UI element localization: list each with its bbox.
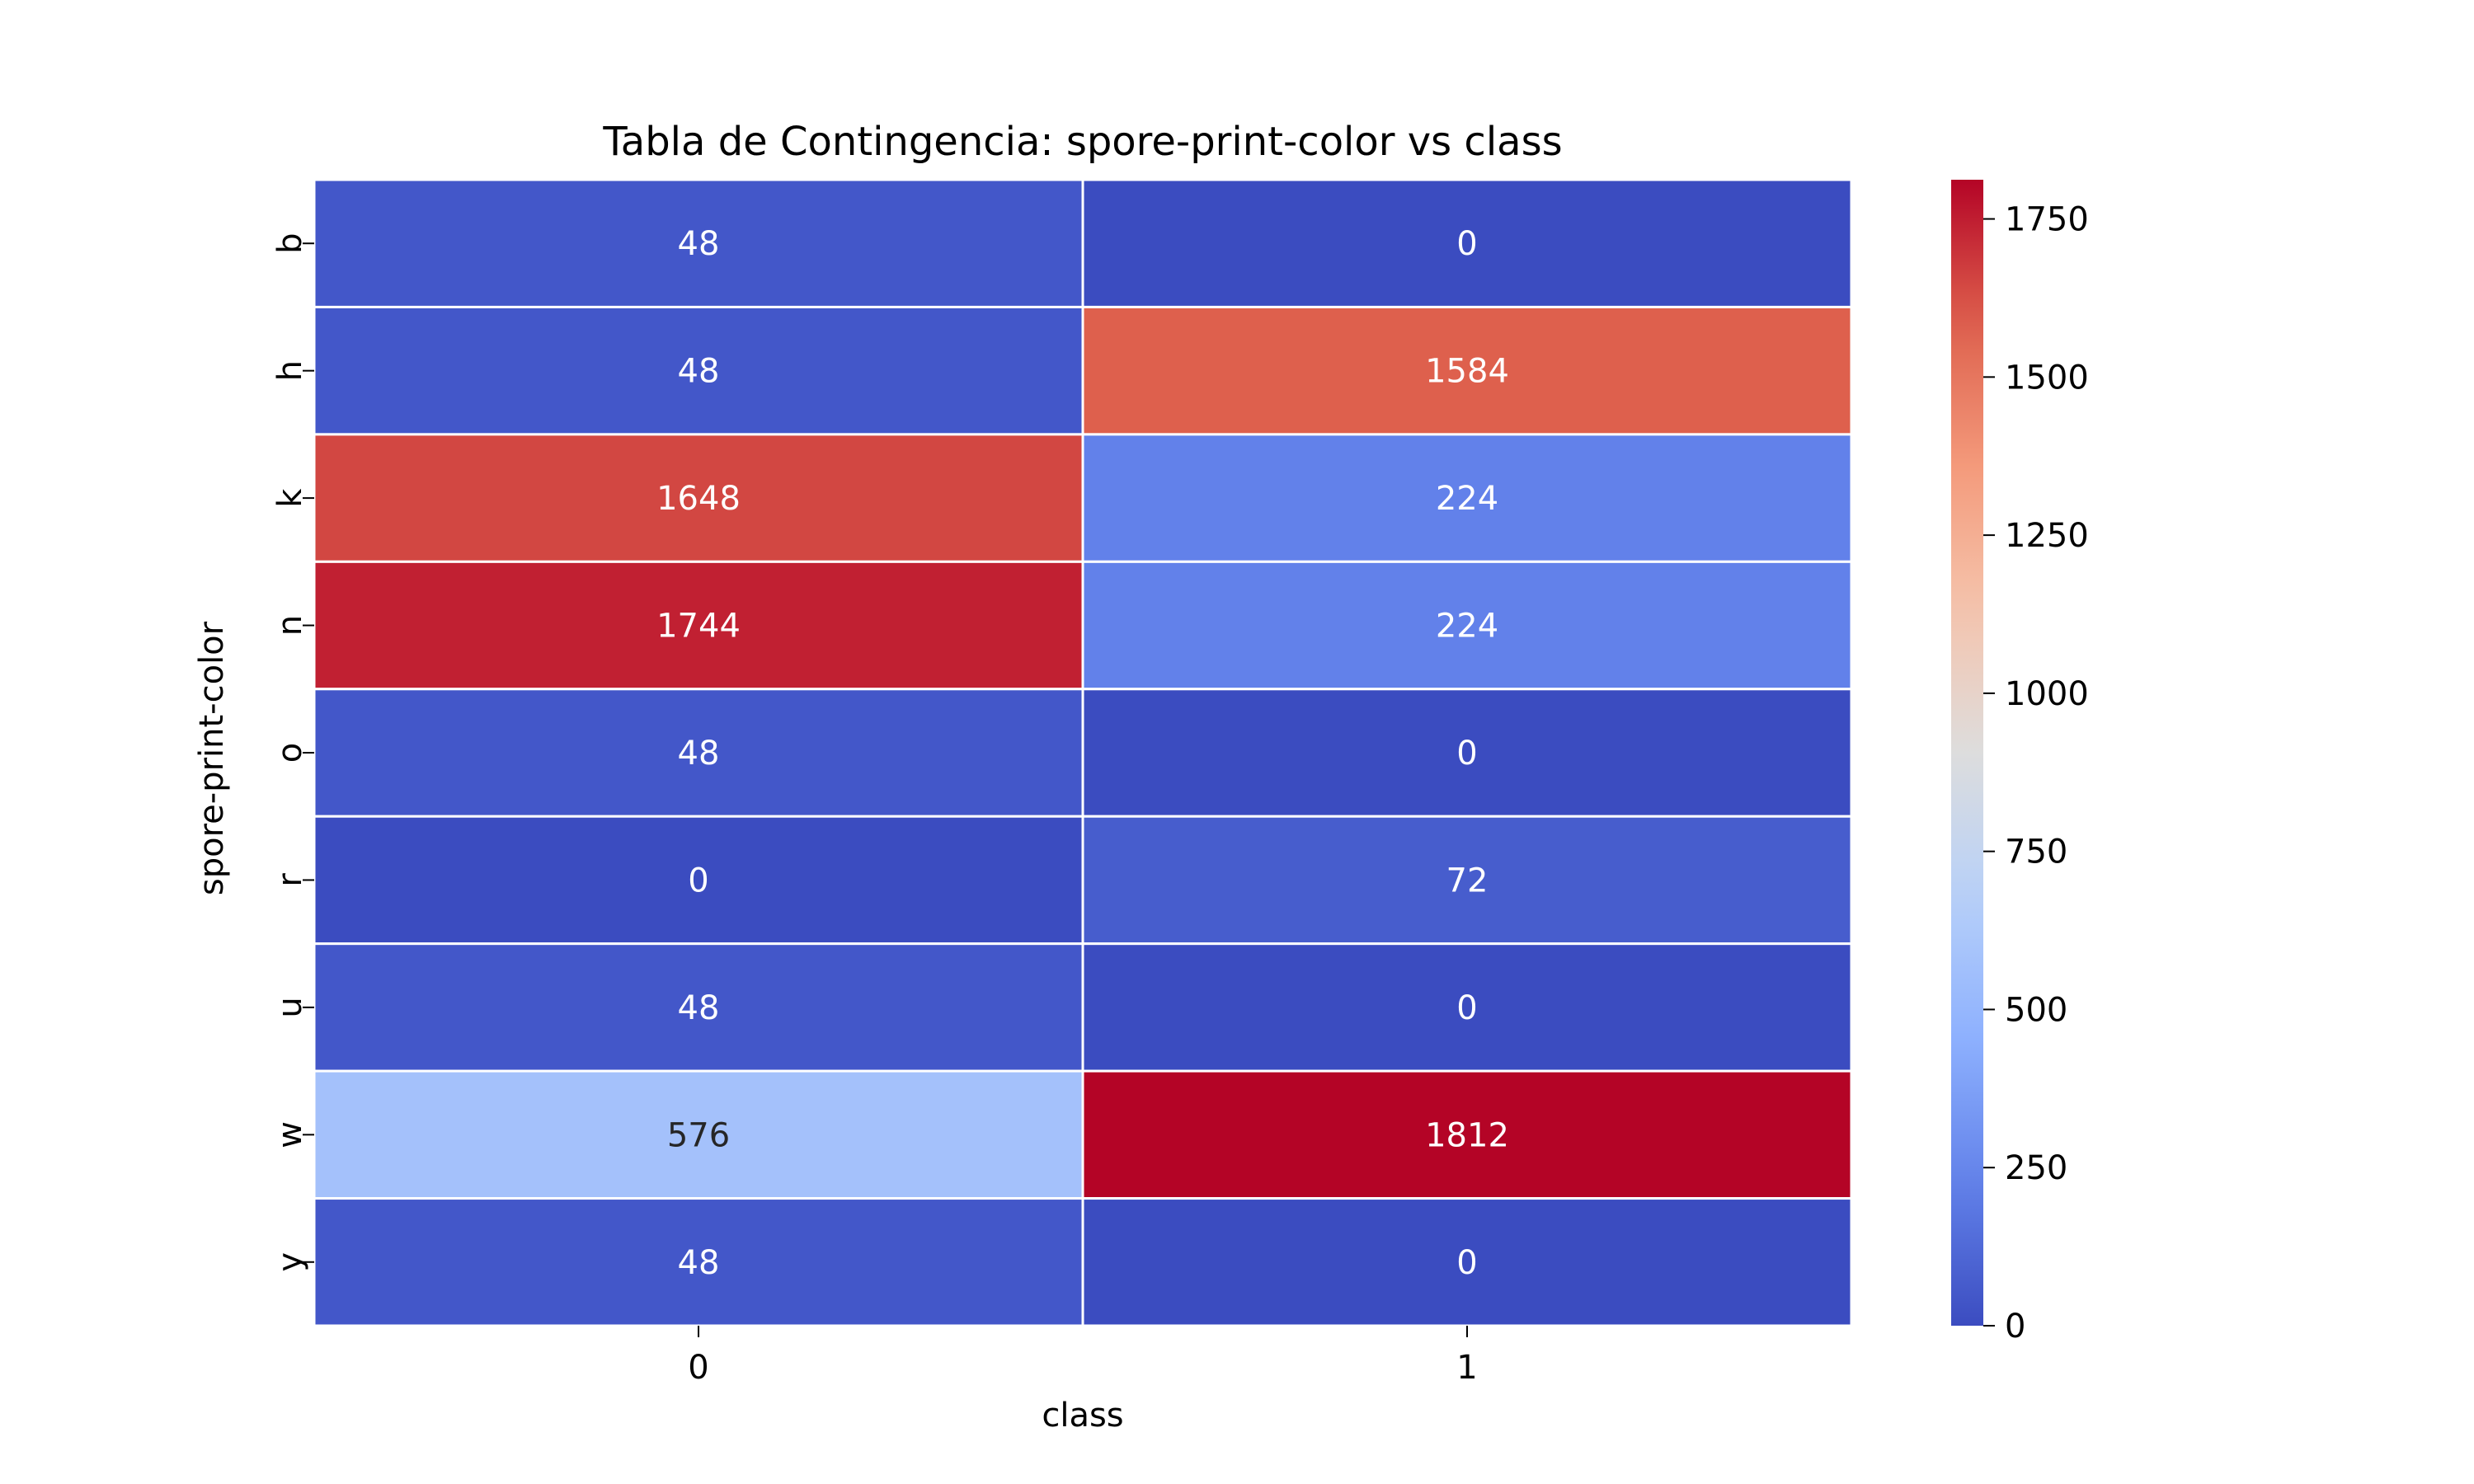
cell-value-label: 48 <box>678 225 720 263</box>
heatmap-cell <box>1081 1197 1853 1327</box>
cell-value-label: 576 <box>667 1116 730 1154</box>
y-tick-label: o <box>271 743 309 763</box>
heatmap-cell <box>1081 560 1853 691</box>
cell-value-label: 72 <box>1446 862 1489 899</box>
y-tick-label: h <box>271 360 309 381</box>
chart-title: Tabla de Contingencia: spore-print-color… <box>602 119 1562 165</box>
cell-value-label: 224 <box>1436 480 1498 518</box>
cell-value-label: 48 <box>678 353 720 391</box>
colorbar-tick-label: 250 <box>2005 1149 2067 1187</box>
heatmap-cells: 48 0 48 1584 1648 224 1744 224 48 0 0 72 48 0 576 1812 4… <box>313 178 1853 1327</box>
heatmap-cell <box>1081 942 1853 1073</box>
cell-value-label: 48 <box>678 735 720 773</box>
cell-value-label: 0 <box>1456 735 1477 773</box>
cell-value-label: 224 <box>1436 608 1498 646</box>
heatmap-cell <box>313 305 1084 436</box>
heatmap-cell <box>1081 305 1853 436</box>
y-axis-label: spore-print-color <box>193 621 231 895</box>
cell-value-label: 48 <box>678 1244 720 1282</box>
colorbar-tick-label: 0 <box>2005 1308 2025 1345</box>
y-tick-label: u <box>271 997 309 1017</box>
y-tick-label: r <box>271 873 309 887</box>
heatmap-cell <box>1081 1069 1853 1200</box>
cell-value-label: 1648 <box>656 480 741 518</box>
y-tick-label: k <box>271 488 309 508</box>
colorbar-tick-label: 1750 <box>2005 201 2089 239</box>
x-tick-label: 0 <box>688 1349 708 1387</box>
colorbar: 0 250 500 750 1000 1250 1500 1750 <box>1951 180 2089 1345</box>
y-tick-label: n <box>271 615 309 636</box>
colorbar-tick-label: 500 <box>2005 991 2067 1029</box>
cell-value-label: 0 <box>1456 225 1477 263</box>
cell-value-label: 0 <box>1456 989 1477 1027</box>
cell-value-label: 0 <box>1456 1244 1477 1282</box>
cell-value-label: 0 <box>688 862 708 899</box>
heatmap-cell <box>1081 688 1853 818</box>
heatmap-cell <box>313 560 1084 691</box>
heatmap-cell <box>313 178 1084 308</box>
cell-value-label: 48 <box>678 989 720 1027</box>
heatmap-cell <box>313 1069 1084 1200</box>
colorbar-tick-label: 1000 <box>2005 675 2089 713</box>
colorbar-tick-label: 1500 <box>2005 359 2089 397</box>
x-axis-label: class <box>1042 1397 1123 1435</box>
colorbar-tick-label: 1250 <box>2005 517 2089 555</box>
colorbar-tick-label: 750 <box>2005 834 2067 871</box>
colorbar-gradient <box>1951 180 1983 1326</box>
heatmap-cell <box>1081 178 1853 308</box>
cell-value-label: 1584 <box>1425 353 1509 391</box>
cell-value-label: 1744 <box>656 608 741 646</box>
y-tick-label: b <box>271 233 309 254</box>
y-tick-label: y <box>271 1252 309 1272</box>
cell-value-label: 1812 <box>1425 1116 1509 1154</box>
y-axis-ticks: b h k n o r u w y <box>271 233 314 1272</box>
x-tick-label: 1 <box>1456 1349 1477 1387</box>
y-tick-label: w <box>271 1121 309 1148</box>
heatmap-cell <box>313 942 1084 1073</box>
heatmap-cell <box>1081 815 1853 946</box>
heatmap-cell <box>313 1197 1084 1327</box>
